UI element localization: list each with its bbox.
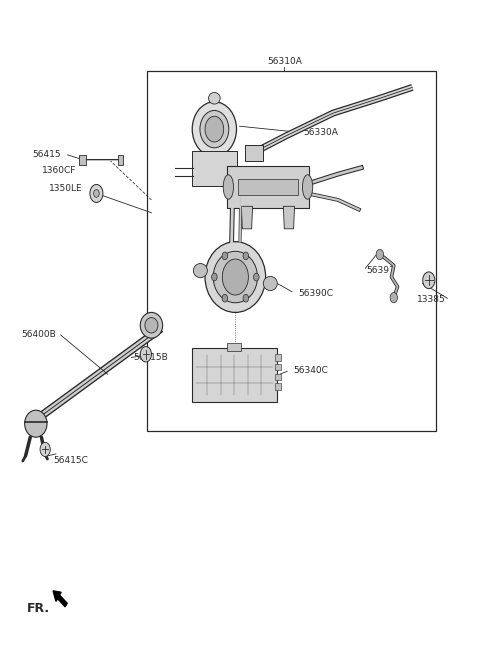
Circle shape xyxy=(222,294,228,302)
FancyBboxPatch shape xyxy=(227,166,309,208)
Ellipse shape xyxy=(200,110,229,148)
Bar xyxy=(275,383,280,390)
Text: 1360CF: 1360CF xyxy=(42,166,76,175)
Ellipse shape xyxy=(264,277,277,290)
Ellipse shape xyxy=(192,102,237,156)
Text: 13385: 13385 xyxy=(417,295,446,304)
Ellipse shape xyxy=(24,410,47,437)
Text: FR.: FR. xyxy=(26,602,49,615)
Circle shape xyxy=(40,442,50,457)
Ellipse shape xyxy=(140,313,163,338)
Circle shape xyxy=(222,259,248,295)
Text: 56415C: 56415C xyxy=(54,456,88,465)
Text: 56340C: 56340C xyxy=(294,366,328,374)
Ellipse shape xyxy=(213,252,257,303)
Bar xyxy=(118,155,123,165)
Bar xyxy=(227,344,241,351)
Bar xyxy=(245,145,264,161)
Text: 56397: 56397 xyxy=(366,266,395,275)
Text: 56390C: 56390C xyxy=(298,288,333,298)
Bar xyxy=(238,179,298,194)
Circle shape xyxy=(205,116,224,142)
Circle shape xyxy=(243,294,249,302)
Circle shape xyxy=(140,346,151,362)
FancyBboxPatch shape xyxy=(192,348,277,402)
FancyArrow shape xyxy=(53,591,67,607)
Circle shape xyxy=(90,185,103,202)
Text: 56310A: 56310A xyxy=(267,57,302,66)
Circle shape xyxy=(243,252,249,260)
Text: 56400B: 56400B xyxy=(21,330,56,340)
Circle shape xyxy=(212,273,217,281)
Bar xyxy=(147,71,436,432)
Text: 56415: 56415 xyxy=(33,150,61,160)
Text: 1350LE: 1350LE xyxy=(49,184,83,193)
Ellipse shape xyxy=(193,263,207,278)
Bar xyxy=(275,364,280,371)
Ellipse shape xyxy=(205,242,265,313)
Bar xyxy=(275,374,280,380)
Polygon shape xyxy=(241,206,252,229)
Circle shape xyxy=(94,190,99,197)
Ellipse shape xyxy=(302,175,312,199)
Text: 56415B: 56415B xyxy=(133,353,168,362)
Bar xyxy=(275,354,280,361)
Ellipse shape xyxy=(223,175,233,199)
Circle shape xyxy=(376,250,384,260)
Bar xyxy=(79,155,86,165)
Polygon shape xyxy=(283,206,295,229)
Ellipse shape xyxy=(145,317,158,333)
FancyBboxPatch shape xyxy=(192,151,237,186)
Ellipse shape xyxy=(208,93,220,104)
Circle shape xyxy=(253,273,259,281)
Circle shape xyxy=(390,292,397,303)
Circle shape xyxy=(423,272,435,288)
Circle shape xyxy=(222,252,228,260)
Text: 56330A: 56330A xyxy=(303,128,338,137)
